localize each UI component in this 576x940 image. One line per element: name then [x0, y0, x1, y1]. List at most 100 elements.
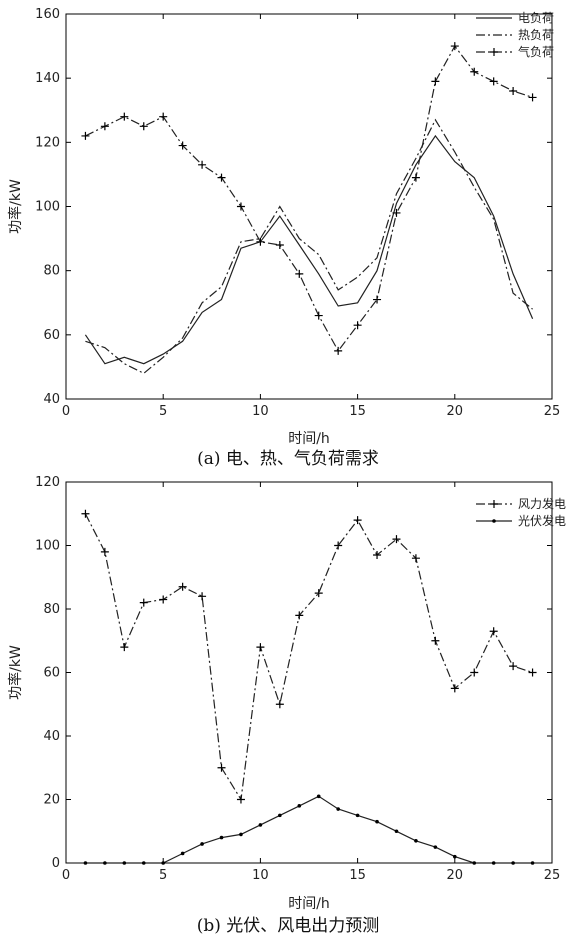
- y-tick-label: 140: [35, 71, 60, 86]
- data-point: [433, 845, 438, 849]
- x-tick-label: 0: [62, 868, 70, 883]
- y-axis-label: 功率/kW: [7, 645, 24, 700]
- x-axis-label: 时间/h: [288, 431, 330, 447]
- series-line: [85, 795, 533, 864]
- chart-a: 0 5 10 15 20 25 40 60 80 100 120 140 160 时间/h 功率/kW (a)…: [7, 7, 560, 469]
- x-tick-label: 0: [62, 404, 70, 419]
- series-3: [81, 42, 537, 355]
- series-line: [84, 134, 534, 365]
- data-point: [275, 700, 284, 709]
- data-point: [431, 77, 440, 86]
- data-point: [336, 807, 340, 811]
- data-point: [256, 643, 265, 652]
- data-point: [373, 551, 382, 560]
- data-point: [100, 547, 109, 556]
- y-tick-label: 40: [43, 729, 60, 744]
- legend-label: 风力发电: [518, 496, 566, 511]
- y-tick-label: 60: [43, 328, 60, 343]
- data-point: [239, 832, 243, 837]
- y-tick-label: 0: [52, 856, 60, 871]
- figure-caption: (a) 电、热、气负荷需求: [197, 449, 379, 469]
- legend-marker: [492, 519, 496, 523]
- x-tick-label: 5: [159, 868, 167, 883]
- chart-b: 0 5 10 15 20 25 0 20 40 60 80 100 120 时间/h 功率/kW (b) 光伏…: [7, 475, 566, 936]
- x-tick-label: 10: [252, 404, 269, 419]
- data-point: [258, 823, 263, 827]
- y-tick-label: 120: [35, 475, 60, 490]
- data-point: [236, 795, 245, 804]
- y-tick-label: 40: [43, 392, 60, 407]
- data-point: [198, 592, 207, 601]
- plot-frame: [65, 481, 553, 864]
- y-tick-label: 100: [35, 539, 60, 554]
- data-point: [509, 87, 518, 95]
- data-point: [236, 202, 245, 211]
- data-point: [81, 131, 90, 140]
- legend-label: 热负荷: [518, 28, 554, 42]
- data-point: [103, 861, 107, 865]
- data-point: [450, 684, 459, 693]
- data-point: [139, 122, 148, 131]
- x-tick-label: 20: [447, 404, 464, 419]
- data-point: [375, 819, 379, 824]
- data-point: [161, 861, 165, 865]
- data-point: [159, 595, 168, 604]
- series-1: [81, 509, 537, 804]
- data-point: [528, 668, 537, 677]
- data-point: [489, 627, 498, 636]
- data-point: [355, 813, 360, 818]
- series-line: [85, 44, 533, 352]
- data-point: [295, 611, 304, 620]
- data-point: [353, 321, 362, 330]
- data-point: [83, 861, 88, 865]
- plot-frame: [65, 13, 553, 400]
- legend-label: 电负荷: [518, 11, 554, 25]
- data-point: [431, 636, 440, 645]
- data-point: [411, 173, 420, 182]
- data-point: [528, 93, 537, 102]
- x-tick-label: 15: [349, 868, 366, 883]
- y-axis-label: 功率/kW: [7, 179, 24, 234]
- data-point: [275, 241, 284, 249]
- data-point: [511, 861, 515, 865]
- data-point: [180, 851, 185, 856]
- legend-label: 气负荷: [518, 44, 554, 59]
- data-point: [453, 854, 457, 859]
- data-point: [139, 598, 148, 607]
- data-point: [159, 112, 168, 121]
- data-point: [472, 861, 477, 865]
- x-axis-label: 时间/h: [288, 896, 330, 912]
- data-point: [394, 829, 399, 834]
- data-point: [120, 643, 129, 652]
- figure-caption: (b) 光伏、风电出力预测: [197, 916, 380, 936]
- legend-label: 光伏发电: [518, 513, 566, 528]
- data-point: [200, 842, 204, 846]
- y-tick-label: 60: [43, 666, 60, 681]
- data-point: [122, 861, 127, 865]
- y-tick-label: 100: [35, 200, 60, 215]
- data-point: [217, 763, 226, 772]
- data-point: [314, 311, 323, 320]
- x-tick-label: 10: [252, 868, 269, 883]
- data-point: [353, 516, 362, 525]
- series-2: [85, 118, 533, 375]
- data-point: [178, 141, 187, 150]
- x-tick-label: 25: [544, 868, 561, 883]
- data-point: [334, 541, 343, 550]
- data-point: [256, 237, 265, 246]
- y-tick-label: 120: [35, 135, 60, 150]
- data-point: [141, 861, 146, 865]
- data-point: [491, 861, 496, 865]
- x-tick-label: 5: [159, 404, 167, 419]
- series-1: [84, 134, 534, 365]
- data-point: [219, 835, 224, 840]
- data-point: [81, 509, 90, 518]
- data-point: [316, 794, 321, 799]
- series-line: [85, 118, 533, 375]
- data-point: [217, 173, 226, 182]
- data-point: [297, 804, 302, 808]
- data-point: [373, 295, 382, 304]
- y-tick-label: 20: [43, 793, 60, 808]
- x-tick-label: 20: [447, 868, 464, 883]
